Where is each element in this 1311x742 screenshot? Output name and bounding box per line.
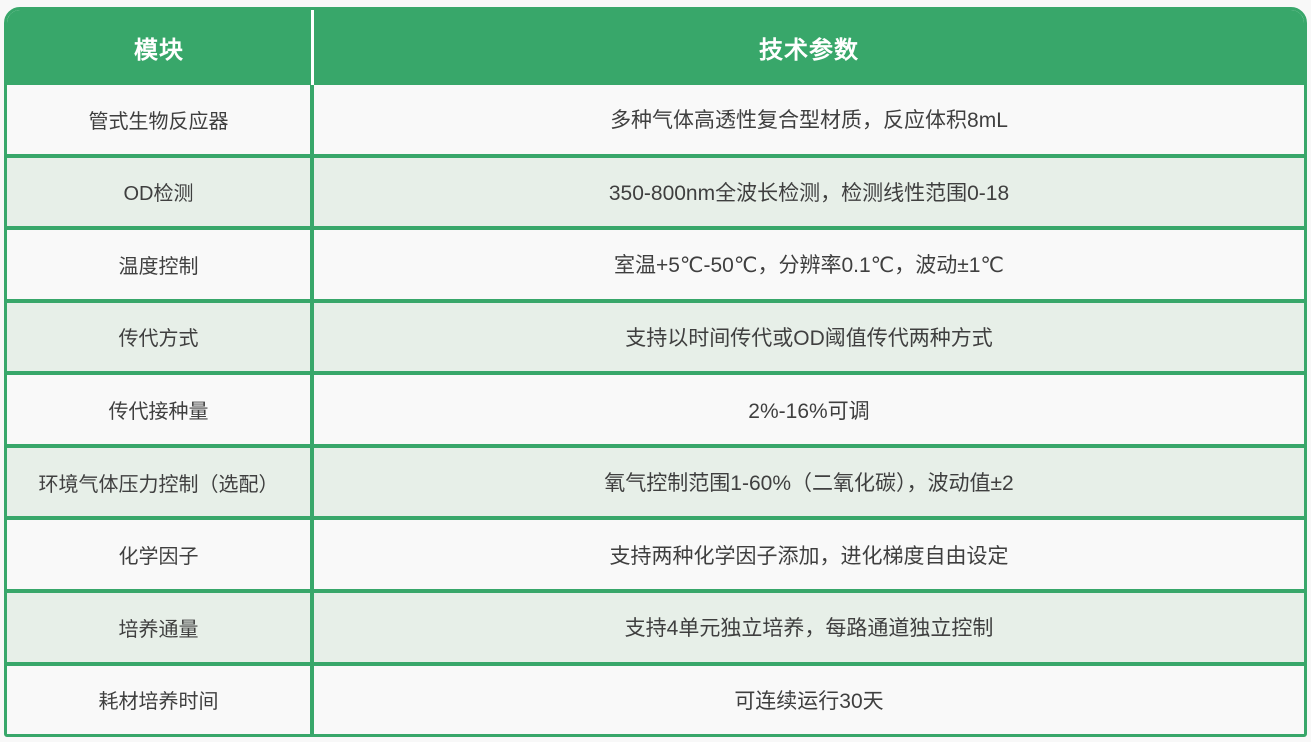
table-row: 耗材培养时间 可连续运行30天 — [7, 661, 1304, 734]
module-cell: 管式生物反应器 — [7, 85, 314, 154]
module-cell: OD检测 — [7, 157, 314, 227]
param-cell: 2%-16%可调 — [748, 399, 870, 423]
param-cell: 350-800nm全波长检测，检测线性范围0-18 — [608, 181, 1010, 205]
table-row: 管式生物反应器 多种气体高透性复合型材质，反应体积8mL — [7, 85, 1304, 154]
table-row: 环境气体压力控制（选配） 氧气控制范围1-60%（二氧化碳），波动值±2 — [7, 443, 1304, 517]
header-cell-module: 模块 — [7, 10, 314, 85]
module-cell: 温度控制 — [7, 230, 314, 299]
param-cell: 可连续运行30天 — [734, 689, 884, 713]
header-cell-params: 技术参数 — [759, 37, 859, 64]
param-cell: 支持以时间传代或OD阈值传代两种方式 — [625, 326, 993, 350]
table-body: 管式生物反应器 多种气体高透性复合型材质，反应体积8mL OD检测 350-80… — [7, 85, 1304, 734]
module-cell: 环境气体压力控制（选配） — [7, 447, 314, 517]
table-row: 传代接种量 2%-16%可调 — [7, 371, 1304, 444]
table-row: 传代方式 支持以时间传代或OD阈值传代两种方式 — [7, 298, 1304, 372]
table-header-row: 模块 技术参数 — [7, 10, 1304, 85]
module-cell: 传代方式 — [7, 302, 314, 372]
table-row: 培养通量 支持4单元独立培养，每路通道独立控制 — [7, 588, 1304, 662]
module-cell: 传代接种量 — [7, 375, 314, 444]
param-cell: 支持两种化学因子添加，进化梯度自由设定 — [609, 544, 1009, 568]
table-row: 化学因子 支持两种化学因子添加，进化梯度自由设定 — [7, 516, 1304, 589]
module-cell: 化学因子 — [7, 520, 314, 589]
param-cell: 支持4单元独立培养，每路通道独立控制 — [624, 617, 994, 641]
param-cell: 室温+5℃-50℃，分辨率0.1℃，波动±1℃ — [613, 254, 1005, 278]
param-cell: 多种气体高透性复合型材质，反应体积8mL — [610, 109, 1008, 133]
table-row: 温度控制 室温+5℃-50℃，分辨率0.1℃，波动±1℃ — [7, 226, 1304, 299]
spec-table: 模块 技术参数 管式生物反应器 多种气体高透性复合型材质，反应体积8mL OD检… — [4, 7, 1307, 737]
table-row: OD检测 350-800nm全波长检测，检测线性范围0-18 — [7, 153, 1304, 227]
param-cell: 氧气控制范围1-60%（二氧化碳），波动值±2 — [604, 472, 1014, 496]
module-cell: 耗材培养时间 — [7, 665, 314, 734]
module-cell: 培养通量 — [7, 592, 314, 662]
